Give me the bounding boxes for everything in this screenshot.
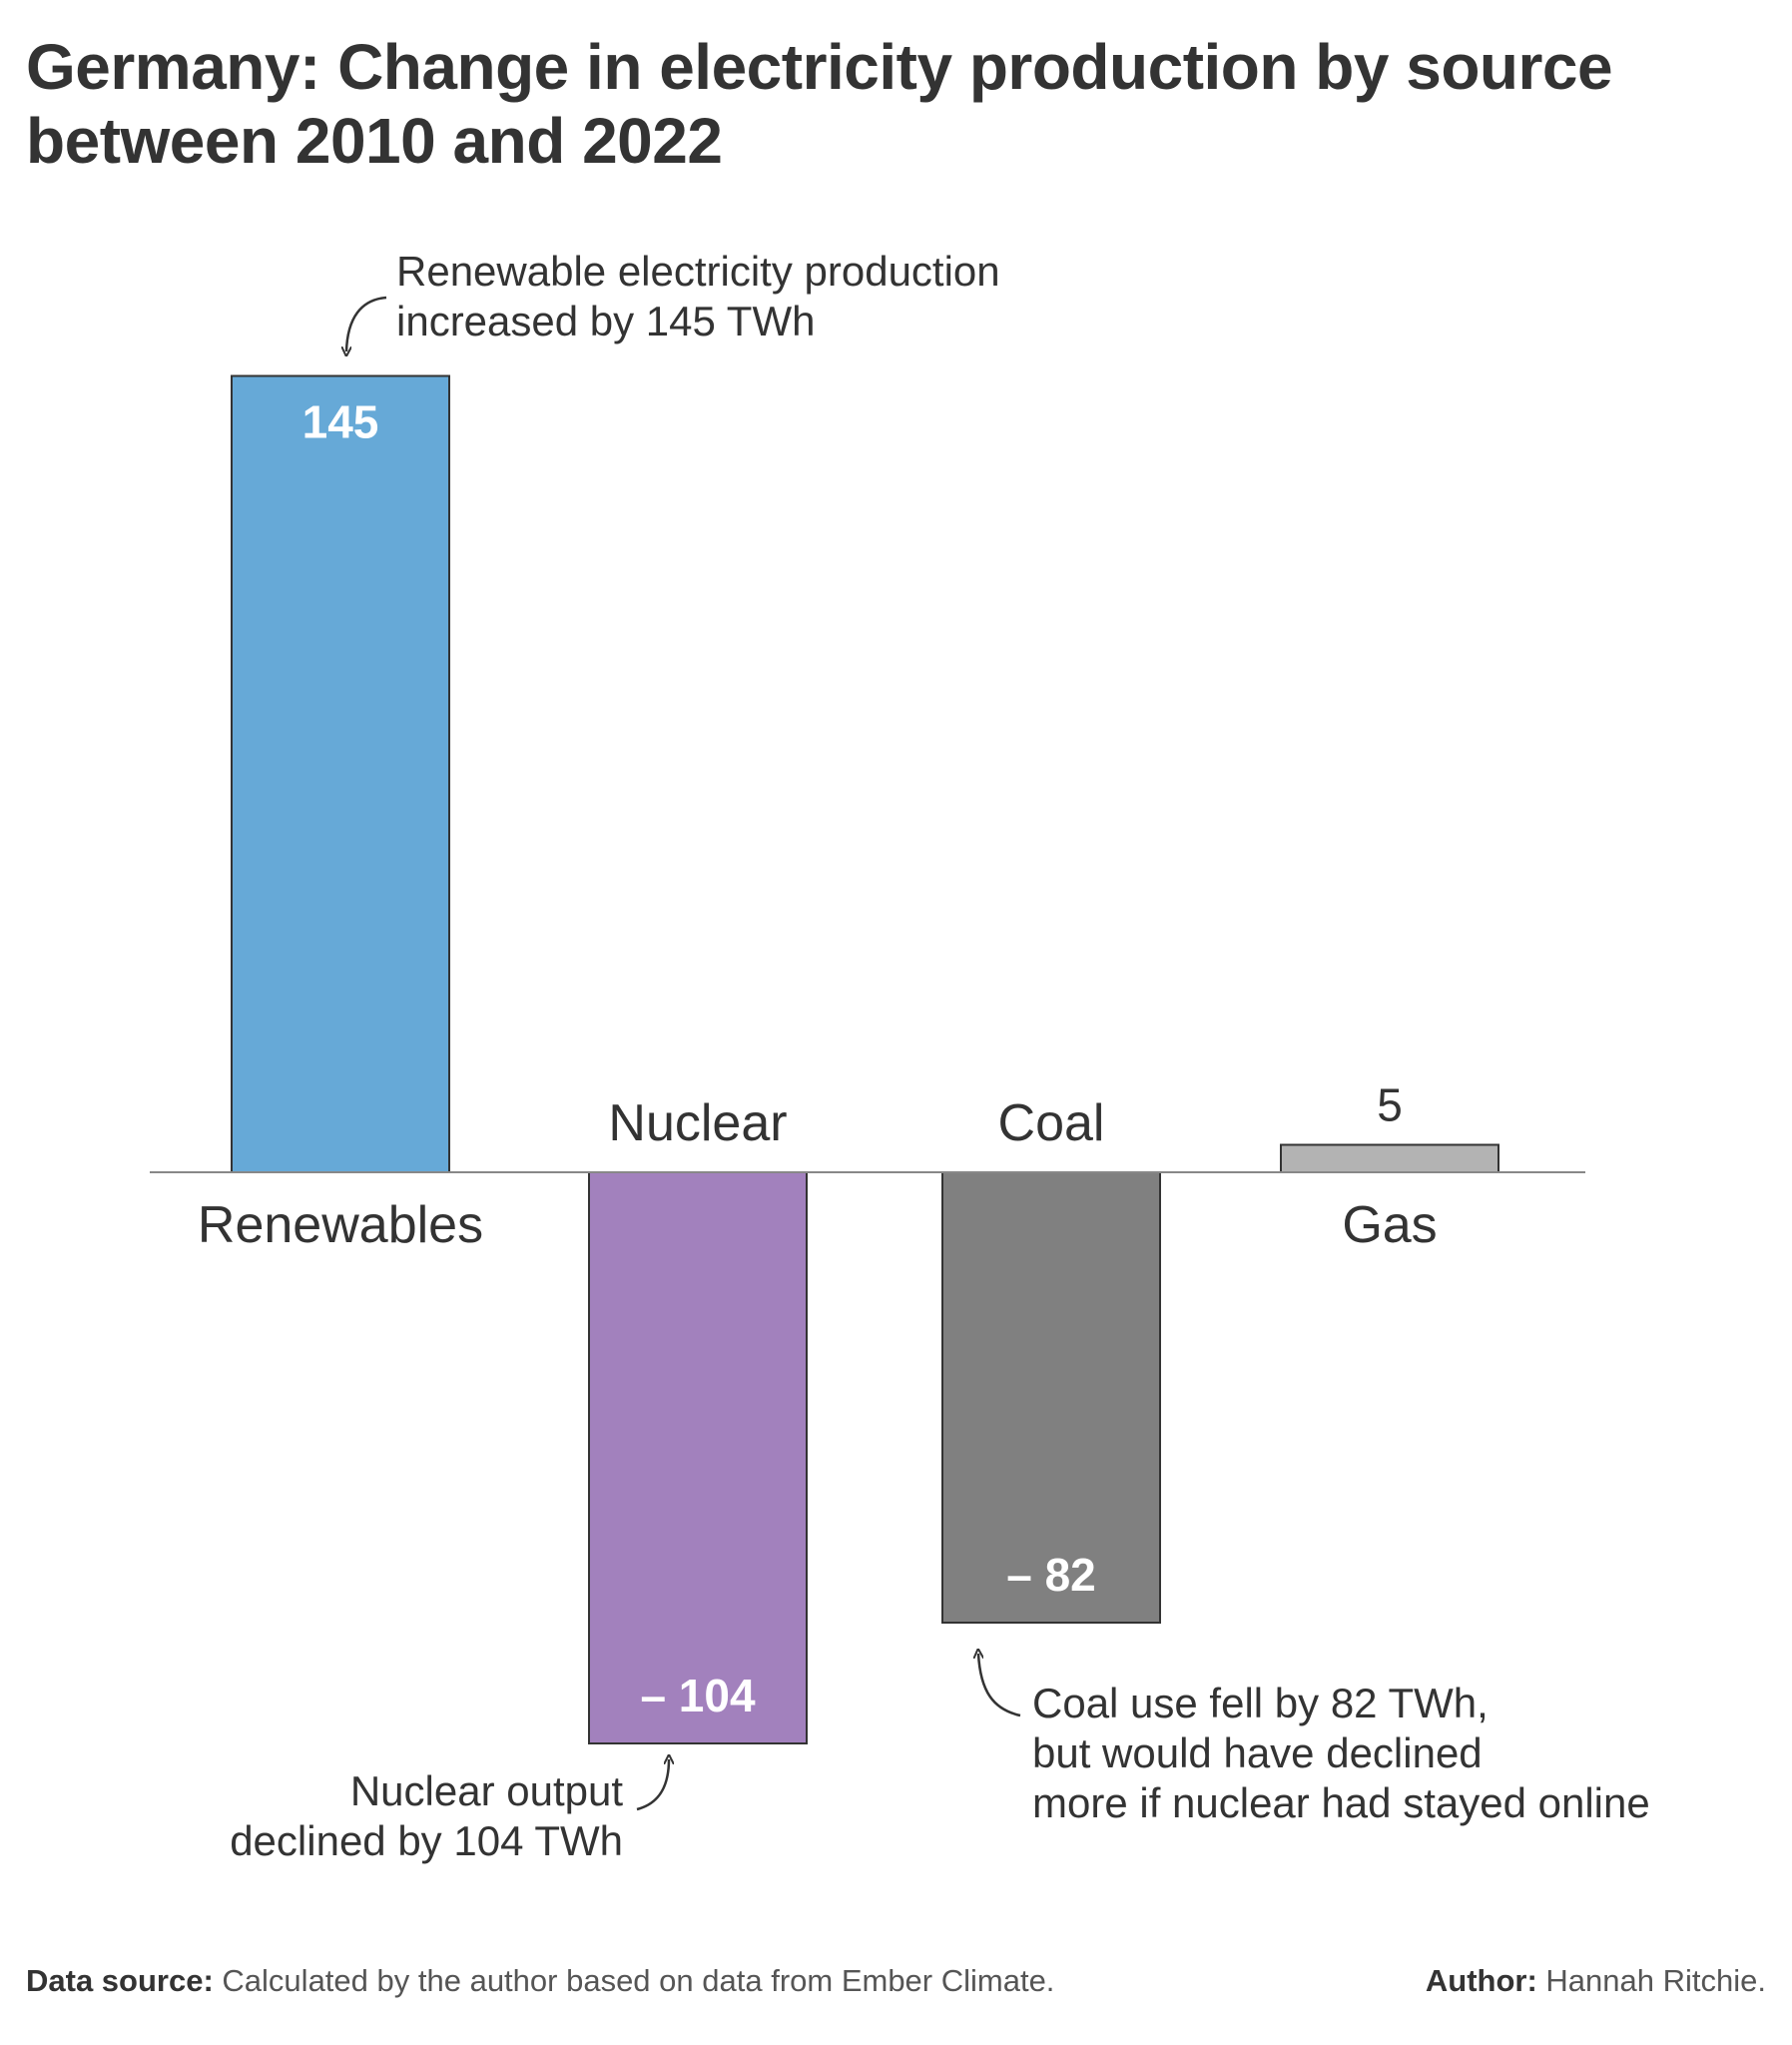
labels-layer: 145 Renewables – 104 Nuclear – 82 Coal 5 Gas: [198, 396, 1438, 1722]
value-label-gas: 5: [1377, 1079, 1403, 1131]
author-label: Author:: [1425, 1963, 1537, 1998]
value-label-nuclear: – 104: [640, 1670, 756, 1721]
data-source-text: Calculated by the author based on data f…: [222, 1963, 1055, 1998]
annotations-layer: Renewable electricity production increase…: [230, 248, 1650, 1864]
category-label-nuclear: Nuclear: [608, 1094, 787, 1152]
annotation-line: but would have declined: [1032, 1729, 1483, 1776]
category-label-renewables: Renewables: [198, 1196, 483, 1254]
annotation-renewables: Renewable electricity production increase…: [396, 248, 1000, 344]
bar-chart: 145 Renewables – 104 Nuclear – 82 Coal 5 Gas Re…: [150, 248, 1650, 1864]
author-note: Author: Hannah Ritchie.: [1426, 1963, 1766, 1999]
value-label-coal: – 82: [1006, 1549, 1096, 1601]
chart-title: Germany: Change in electricity productio…: [26, 31, 1613, 177]
annotation-line: Coal use fell by 82 TWh,: [1032, 1680, 1489, 1726]
annotation-nuclear: Nuclear output declined by 104 TWh: [230, 1767, 623, 1864]
bar-renewables: [231, 374, 450, 1173]
annotation-arrow-coal: [978, 1654, 1021, 1717]
data-source-label: Data source:: [26, 1963, 214, 1998]
category-label-coal: Coal: [998, 1094, 1105, 1152]
annotation-line: declined by 104 TWh: [230, 1817, 623, 1864]
annotation-line: more if nuclear had stayed online: [1032, 1779, 1650, 1826]
annotation-arrow-nuclear: [636, 1759, 669, 1811]
author-text: Hannah Ritchie.: [1545, 1963, 1766, 1998]
annotation-line: Nuclear output: [350, 1767, 623, 1814]
annotation-arrow-renewables: [346, 296, 387, 351]
bars-layer: [231, 374, 1499, 1744]
category-label-gas: Gas: [1342, 1196, 1437, 1254]
value-label-renewables: 145: [302, 396, 379, 448]
annotation-line: Renewable electricity production: [396, 248, 1000, 295]
bar-coal: [941, 1171, 1161, 1624]
bar-nuclear: [588, 1171, 808, 1744]
annotation-line: increased by 145 TWh: [396, 298, 815, 344]
data-source-note: Data source: Calculated by the author ba…: [26, 1963, 1054, 1999]
bar-gas: [1280, 1143, 1499, 1173]
annotation-coal: Coal use fell by 82 TWh, but would have d…: [1032, 1680, 1650, 1826]
